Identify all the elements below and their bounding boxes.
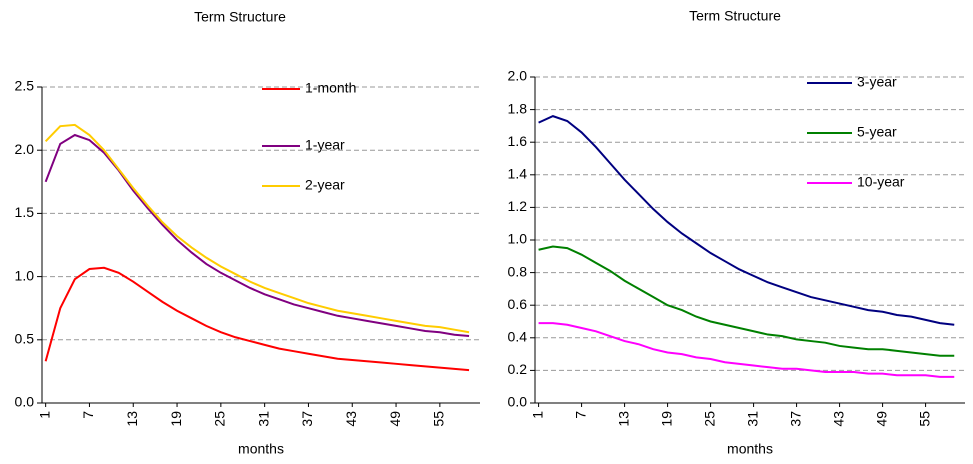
x-tick-label: 13: [615, 411, 631, 427]
legend-label: 1-month: [305, 80, 356, 96]
y-tick-label: 1.6: [508, 133, 528, 149]
y-tick-label: 1.0: [15, 267, 35, 283]
line: [44, 133, 470, 338]
x-tick-label: 37: [299, 411, 315, 427]
legend-label: 2-year: [305, 177, 345, 193]
x-tick-label: 31: [744, 411, 760, 427]
x-tick-label: 25: [212, 411, 228, 427]
y-tick-label: 2.5: [15, 78, 35, 94]
line: [538, 322, 955, 378]
x-tick-label: 25: [701, 411, 717, 427]
y-tick-label: 0.6: [508, 296, 528, 312]
y-tick-label: 1.4: [508, 166, 528, 182]
x-axis-label: months: [238, 441, 284, 457]
x-tick-label: 55: [916, 411, 932, 427]
chart-title: Term Structure: [194, 9, 286, 25]
x-tick-label: 1: [529, 411, 545, 419]
x-tick-label: 43: [830, 411, 846, 427]
x-tick-label: 49: [873, 411, 889, 427]
chart-title: Term Structure: [689, 8, 781, 24]
x-tick-label: 7: [572, 411, 588, 419]
x-tick-label: 43: [343, 411, 359, 427]
y-tick-label: 1.8: [508, 100, 528, 116]
legend-label: 3-year: [857, 74, 897, 90]
y-tick-label: 1.2: [508, 198, 528, 214]
y-tick-label: 0.0: [508, 394, 528, 410]
y-tick-label: 1.5: [15, 204, 35, 220]
line: [44, 266, 470, 372]
x-tick-label: 1: [36, 411, 52, 419]
legend-label: 10-year: [857, 174, 905, 190]
y-tick-label: 0.8: [508, 263, 528, 279]
y-tick-label: 1.0: [508, 231, 528, 247]
x-tick-label: 55: [431, 411, 447, 427]
line: [538, 245, 955, 357]
x-tick-label: 49: [387, 411, 403, 427]
line: [44, 123, 470, 334]
y-tick-label: 0.2: [508, 361, 528, 377]
x-tick-label: 19: [168, 411, 184, 427]
y-tick-label: 0.0: [15, 394, 35, 410]
y-tick-label: 0.5: [15, 331, 35, 347]
y-tick-label: 0.4: [508, 329, 528, 345]
legend-label: 1-year: [305, 137, 345, 153]
x-axis-label: months: [727, 441, 773, 457]
x-tick-label: 37: [787, 411, 803, 427]
line: [538, 115, 955, 326]
legend-label: 5-year: [857, 124, 897, 140]
x-tick-label: 7: [80, 411, 96, 419]
x-tick-label: 19: [658, 411, 674, 427]
y-tick-label: 2.0: [15, 141, 35, 157]
x-tick-label: 31: [255, 411, 271, 427]
x-tick-label: 13: [124, 411, 140, 427]
y-tick-label: 2.0: [508, 68, 528, 84]
